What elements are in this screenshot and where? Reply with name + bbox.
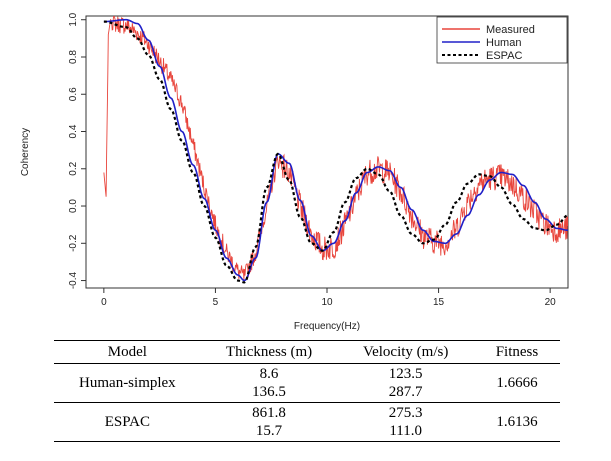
cell-model: ESPAC (54, 402, 201, 442)
legend-label-human: Human (486, 37, 521, 49)
y-tick-label: 0.2 (68, 161, 79, 175)
header-thickness: Thickness (m) (200, 340, 338, 364)
header-fitness: Fitness (473, 340, 560, 364)
x-tick-label: 10 (321, 297, 333, 308)
legend: Measured Human ESPAC (436, 16, 568, 64)
thickness-layer-2: 136.5 (252, 384, 286, 400)
cell-fitness: 1.6136 (473, 402, 560, 442)
table-row: Human-simplex 8.6 136.5 123.5 287.7 1.66… (54, 363, 560, 403)
y-tick-label: 0.6 (68, 87, 79, 101)
x-tick-label: 0 (101, 297, 107, 308)
y-tick-label: 1.0 (68, 12, 79, 26)
x-axis-ticks: 0 5 10 15 20 (101, 288, 556, 308)
series-line-espac (103, 20, 568, 284)
y-axis-title: Coherency (20, 128, 31, 176)
velocity-layer-2: 111.0 (389, 423, 422, 439)
y-axis-ticks: -0.4 -0.2 0.0 0.2 0.4 0.6 0.8 1.0 (68, 12, 86, 289)
series-line-human (103, 18, 568, 282)
thickness-layer-1: 8.6 (259, 366, 279, 382)
results-table: Model Thickness (m) Velocity (m/s) Fitne… (54, 340, 560, 442)
y-tick-label: 0.4 (68, 124, 79, 138)
cell-thickness: 861.8 15.7 (200, 402, 338, 442)
table-header-row: Model Thickness (m) Velocity (m/s) Fitne… (54, 340, 560, 364)
y-tick-label: -0.2 (68, 234, 79, 252)
cell-model: Human-simplex (54, 363, 201, 403)
table-row: ESPAC 861.8 15.7 275.3 111.0 1.6136 (54, 402, 560, 442)
series-layer (103, 16, 568, 284)
cell-velocity: 123.5 287.7 (337, 363, 474, 403)
y-tick-label: 0.8 (68, 50, 79, 64)
velocity-layer-2: 287.7 (388, 384, 423, 400)
x-axis-title: Frequency(Hz) (294, 321, 360, 332)
header-model: Model (54, 340, 201, 364)
cell-velocity: 275.3 111.0 (337, 402, 474, 442)
y-tick-label: 0.0 (68, 199, 79, 213)
coherency-chart: 0 5 10 15 20 -0.4 -0.2 0.0 0.2 0.4 0.6 0.8 1.0 Freq… (20, 12, 569, 332)
x-tick-label: 5 (213, 297, 219, 308)
cell-fitness: 1.6666 (473, 363, 560, 403)
legend-label-measured: Measured (486, 24, 535, 36)
velocity-layer-1: 123.5 (388, 366, 423, 382)
cell-thickness: 8.6 136.5 (200, 363, 338, 403)
y-tick-label: -0.4 (68, 271, 79, 289)
legend-label-espac: ESPAC (486, 50, 523, 62)
x-tick-label: 15 (433, 297, 445, 308)
x-tick-label: 20 (545, 297, 557, 308)
header-velocity: Velocity (m/s) (337, 340, 474, 364)
velocity-layer-1: 275.3 (388, 405, 423, 421)
thickness-layer-1: 861.8 (252, 405, 286, 421)
thickness-layer-2: 15.7 (255, 423, 283, 439)
